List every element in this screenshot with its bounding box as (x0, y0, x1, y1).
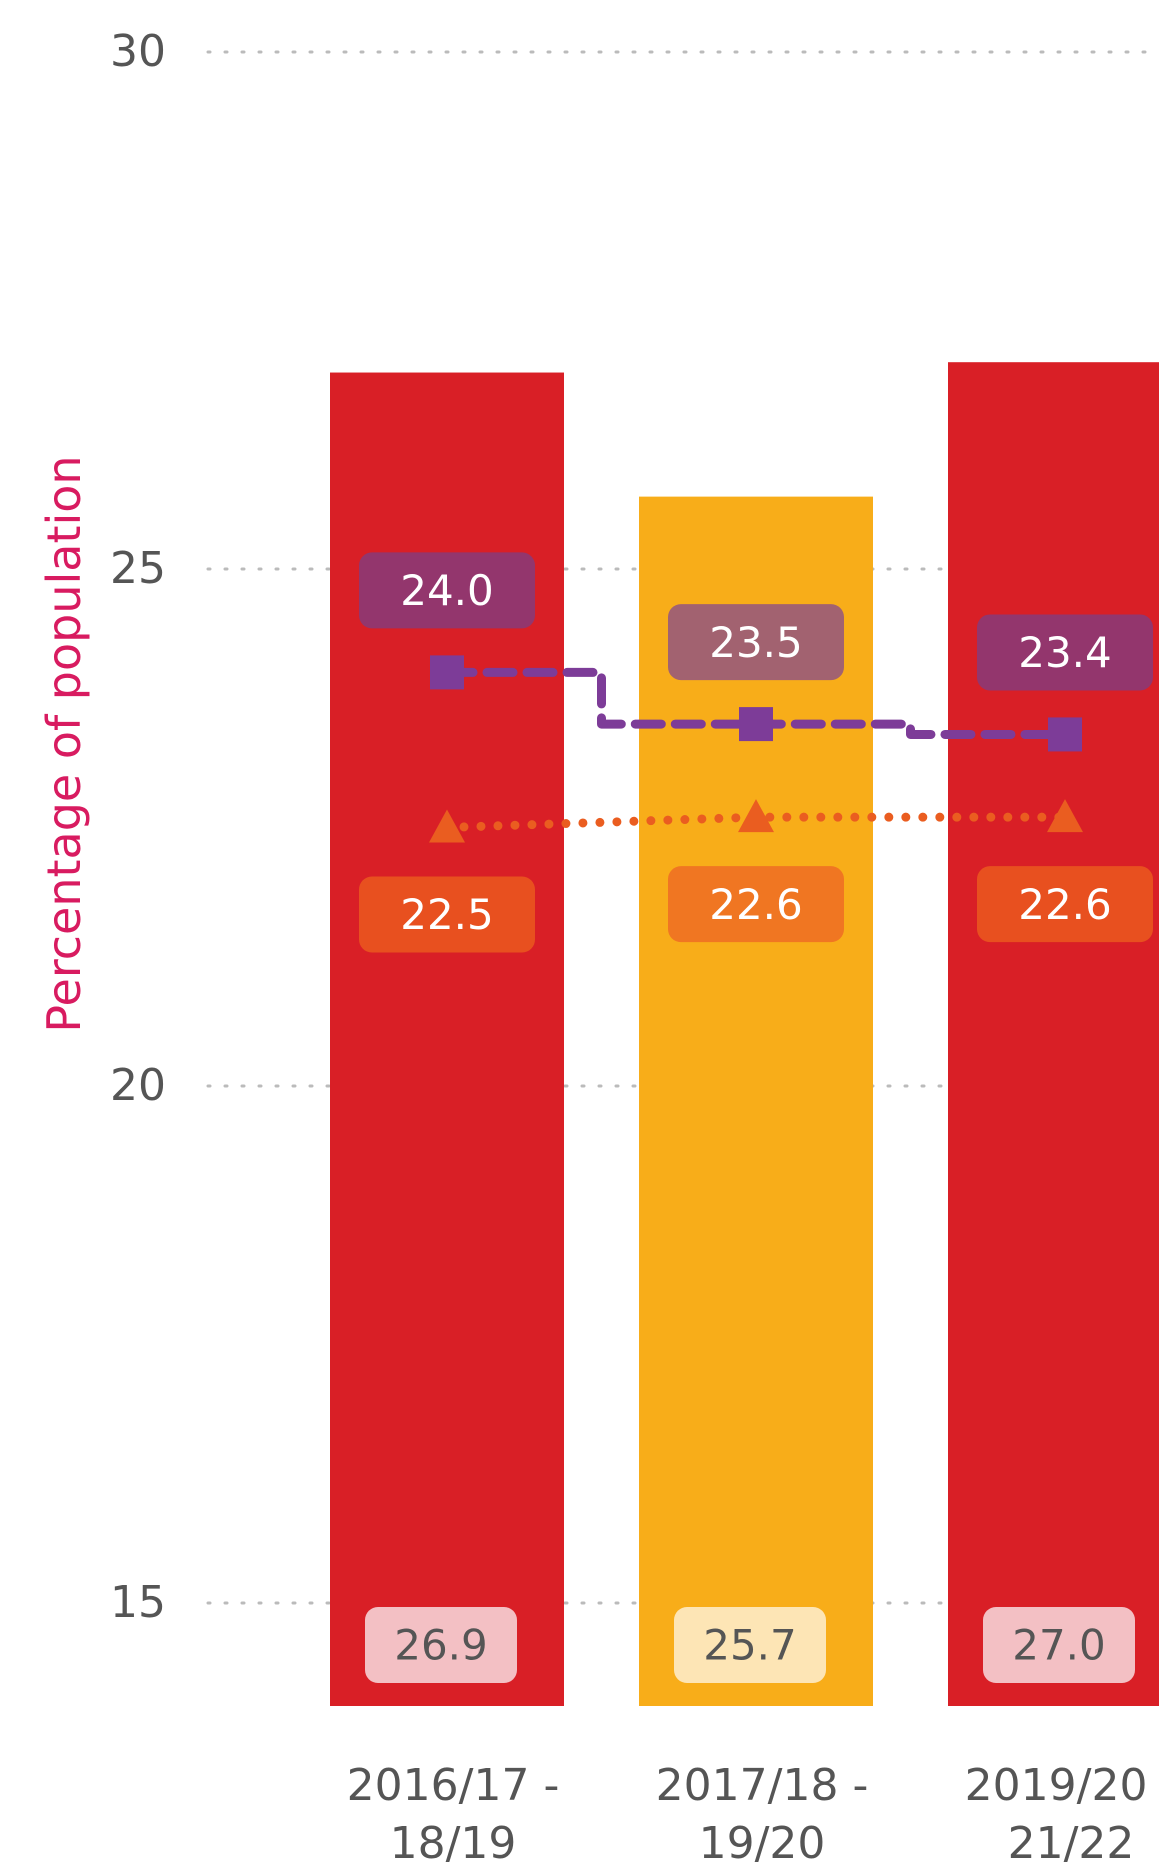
data-label-bg (983, 1607, 1135, 1683)
data-label-bg (668, 604, 844, 681)
data-label-bg (359, 552, 535, 629)
bars (330, 362, 1159, 1707)
bar (639, 496, 873, 1706)
x-axis-ticks: 2016/17 - 18/19 2017/18 - 19/20 2019/20 - 21/… (347, 1760, 1159, 1869)
data-label: 23.5 (709, 618, 803, 667)
data-label: 24.0 (400, 566, 494, 615)
data-label-bg (977, 866, 1153, 943)
y-tick-label: 30 (110, 26, 166, 77)
bar (948, 362, 1159, 1707)
series-marker (1048, 717, 1082, 752)
y-tick-label: 20 (110, 1060, 166, 1111)
y-tick-label: 25 (110, 543, 166, 594)
series-marker (429, 809, 465, 843)
data-label-bg (359, 876, 535, 953)
x-tick-label: 18/19 (390, 1818, 517, 1869)
data-label-bg (977, 614, 1153, 691)
series-marker (1047, 799, 1083, 833)
x-tick-label: 2017/18 - (656, 1760, 869, 1811)
x-tick-label: 19/20 (699, 1818, 826, 1869)
data-label: 25.7 (703, 1621, 797, 1670)
data-label-bg (674, 1607, 826, 1683)
lines (429, 655, 1083, 843)
data-label: 26.9 (394, 1621, 488, 1670)
data-labels: 26.9 25.7 27.0 24.0 23.5 23.4 22.5 22.6 22.6 (359, 552, 1153, 1683)
data-label: 22.5 (400, 890, 494, 939)
x-tick-label: 2016/17 - (347, 1760, 560, 1811)
data-label: 22.6 (709, 880, 803, 929)
y-axis-ticks: 15 20 25 30 (110, 26, 166, 1628)
series-marker (738, 799, 774, 833)
data-label: 27.0 (1012, 1621, 1106, 1670)
series-marker (739, 707, 773, 742)
x-tick-label: 21/22 (1008, 1818, 1135, 1869)
data-label: 23.4 (1018, 628, 1112, 677)
y-tick-label: 15 (110, 1577, 166, 1628)
data-label: 22.6 (1018, 880, 1112, 929)
data-label-bg (365, 1607, 517, 1683)
data-label-bg (668, 866, 844, 943)
y-axis-label: Percentage of population (37, 455, 91, 1032)
y-axis-label-group: Percentage of population (37, 455, 91, 1032)
x-tick-label: 2019/20 - (965, 1760, 1159, 1811)
series-marker (430, 655, 464, 690)
